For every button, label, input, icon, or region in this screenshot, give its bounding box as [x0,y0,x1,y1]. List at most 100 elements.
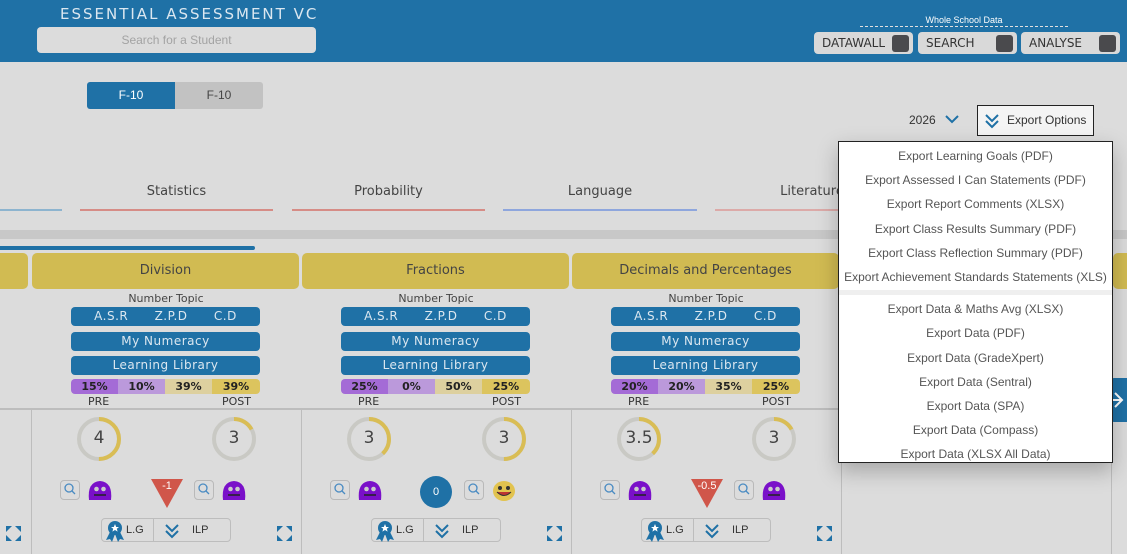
export-data-xlsx-all[interactable]: Export Data (XLSX All Data) [900,447,1051,462]
analyse-button[interactable]: ANALYSE [1021,32,1120,54]
topic-type-label: Number Topic [668,292,744,305]
learning-library-button[interactable]: Learning Library [341,356,530,375]
post-label: POST [492,395,521,408]
strand-underline-language [503,209,697,211]
export-data-sentral[interactable]: Export Data (Sentral) [919,374,1032,389]
cd-link[interactable]: C.D [753,309,777,323]
learning-goals-button[interactable]: L.G [372,519,424,542]
ilp-button[interactable]: ILP [154,519,230,541]
strand-tab-language[interactable]: Language [567,184,633,199]
export-data-maths-avg-xlsx[interactable]: Export Data & Maths Avg (XLSX) [887,302,1064,317]
strand-tab-probability[interactable]: Probability [354,184,423,199]
export-data-compass[interactable]: Export Data (Compass) [912,423,1039,438]
pre-label: PRE [88,395,110,408]
topic-header-fractions[interactable]: Fractions [302,253,569,289]
post-score: 3 [768,428,780,448]
year-select[interactable]: 2026 [909,113,936,127]
cd-link[interactable]: C.D [483,309,507,323]
happy-face-icon [493,481,515,501]
asr-link[interactable]: A.S.R [634,309,669,323]
sad-face-icon [628,481,652,500]
award-ribbon-icon [106,521,124,542]
view-details-button[interactable] [464,480,484,500]
cd-link[interactable]: C.D [213,309,237,323]
horizontal-scroll-progress[interactable] [0,246,255,250]
ilp-button[interactable]: ILP [694,519,770,541]
pre-gauge [617,417,661,461]
learning-goals-button[interactable]: L.G [642,519,694,542]
post-score: 3 [228,428,240,448]
search-button[interactable]: SEARCH [918,32,1017,54]
pre-score: 3 [363,428,375,448]
export-achievement-standards-xls[interactable]: Export Achievement Standards Statements … [844,269,1107,284]
export-class-reflection-summary-pdf[interactable]: Export Class Reflection Summary (PDF) [868,245,1083,260]
learning-goals-button[interactable]: L.G [102,519,154,542]
view-details-button[interactable] [60,480,80,500]
export-options-menu: Export Learning Goals (PDF) Export Asses… [838,141,1113,463]
pct-segment: 10% [118,379,165,394]
topic-header-next[interactable] [1113,253,1127,289]
pre-gauge [77,417,121,461]
view-details-button[interactable] [194,480,214,500]
my-numeracy-button[interactable]: My Numeracy [71,332,260,351]
view-details-button[interactable] [600,480,620,500]
learning-library-button[interactable]: Learning Library [71,356,260,375]
version-v1-tab[interactable]: F-10 (V1.0) [175,82,263,109]
scroll-track[interactable] [0,230,1127,239]
datawall-button[interactable]: DATAWALL [814,32,913,54]
magnifier-icon [604,483,616,495]
view-details-button[interactable] [330,480,350,500]
expand-icon[interactable] [547,526,562,541]
double-chevron-down-icon [165,524,179,539]
pct-segment: 25% [341,379,388,394]
asr-link[interactable]: A.S.R [94,309,129,323]
expand-icon[interactable] [817,526,832,541]
export-options-button[interactable]: Export Options [977,105,1094,136]
post-label: POST [762,395,791,408]
ilp-button[interactable]: ILP [424,519,500,541]
expand-icon[interactable] [277,526,292,541]
next-column-button[interactable] [1110,378,1127,422]
export-class-results-summary-pdf[interactable]: Export Class Results Summary (PDF) [874,221,1077,236]
pct-segment: 20% [658,379,705,394]
my-numeracy-button[interactable]: My Numeracy [611,332,800,351]
view-details-button[interactable] [734,480,754,500]
pct-segment: 35% [705,379,752,394]
topic-type-label: Number Topic [398,292,474,305]
strand-underline-literature [715,209,845,211]
strand-tab-literature[interactable]: Literature [780,184,844,199]
export-assessed-i-can-pdf[interactable]: Export Assessed I Can Statements (PDF) [865,173,1086,188]
zpd-link[interactable]: Z.P.D [694,309,728,323]
column-divider [31,410,32,554]
post-label: POST [222,395,251,408]
version-v2-tab[interactable]: F-10 (V2.0) [87,82,175,109]
sad-face-icon [88,481,112,500]
export-learning-goals-pdf[interactable]: Export Learning Goals (PDF) [898,149,1053,163]
chevron-down-icon[interactable] [944,112,960,126]
asr-link[interactable]: A.S.R [364,309,399,323]
post-gauge [212,417,256,461]
learning-library-button[interactable]: Learning Library [611,356,800,375]
export-data-gradexpert[interactable]: Export Data (GradeXpert) [907,350,1044,365]
export-report-comments-xlsx[interactable]: Export Report Comments (XLSX) [886,197,1065,212]
zpd-link[interactable]: Z.P.D [154,309,188,323]
arrow-right-icon [1113,392,1124,408]
student-search-input[interactable]: Search for a Student [37,27,316,53]
column-divider [841,410,842,554]
pct-segment: 39% [212,379,260,394]
topic-header-division[interactable]: Division [32,253,299,289]
topic-header-previous[interactable] [0,253,28,289]
lg-ilp-group: L.G ILP [371,518,501,542]
expand-icon[interactable] [6,526,21,541]
topic-header-decimals[interactable]: Decimals and Percentages [572,253,839,289]
lg-label: L.G [666,524,684,536]
strand-tab-statistics[interactable]: Statistics [146,184,207,199]
ilp-label: ILP [732,524,749,536]
export-data-pdf[interactable]: Export Data (PDF) [926,326,1025,341]
post-gauge [482,417,526,461]
zpd-link[interactable]: Z.P.D [424,309,458,323]
my-numeracy-button[interactable]: My Numeracy [341,332,530,351]
pre-label: PRE [358,395,380,408]
export-data-spa[interactable]: Export Data (SPA) [926,398,1025,413]
double-chevron-down-icon [705,524,719,539]
